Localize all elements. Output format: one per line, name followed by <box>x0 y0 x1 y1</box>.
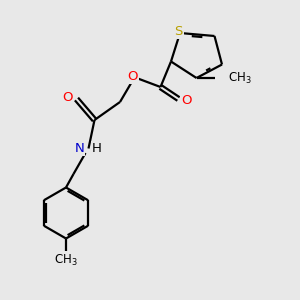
Text: O: O <box>182 94 192 107</box>
Text: CH$_3$: CH$_3$ <box>228 70 252 86</box>
Text: CH$_3$: CH$_3$ <box>54 253 78 268</box>
Text: N: N <box>74 142 84 155</box>
Text: H: H <box>92 142 101 155</box>
Text: O: O <box>128 70 138 83</box>
Text: O: O <box>62 91 73 104</box>
Text: S: S <box>174 25 183 38</box>
